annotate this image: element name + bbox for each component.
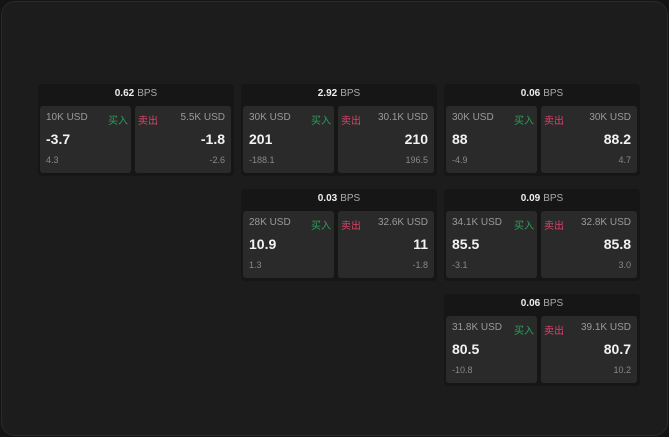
sell-label: 卖出	[544, 326, 564, 337]
bid-size: 31.8K USD	[452, 322, 503, 333]
price-tile: 0.09 BPS 34.1K USD 买入 85.5 -3.1 卖出 32.8K …	[444, 189, 640, 281]
sell-button[interactable]: 卖出 32.8K USD 85.8 3.0	[541, 211, 637, 278]
bid-price: 201	[249, 131, 273, 147]
spread-unit: BPS	[137, 88, 158, 99]
ask-change: -1.8	[412, 260, 428, 270]
spread-value: 2.92	[317, 88, 338, 99]
buy-label: 买入	[514, 326, 534, 337]
bid-change: -3.1	[452, 260, 468, 270]
sell-button[interactable]: 卖出 30.1K USD 210 196.5	[338, 106, 434, 173]
bid-size: 28K USD	[249, 217, 291, 228]
sell-button[interactable]: 卖出 30K USD 88.2 4.7	[541, 106, 637, 173]
bid-size: 30K USD	[249, 112, 291, 123]
spread-value: 0.62	[114, 88, 135, 99]
buy-label: 买入	[311, 116, 331, 127]
bid-change: -4.9	[452, 155, 468, 165]
price-tile: 0.62 BPS 10K USD 买入 -3.7 4.3 卖出 5.5K USD …	[38, 84, 234, 176]
spread-header: 0.06 BPS	[444, 84, 640, 104]
buy-label: 买入	[311, 221, 331, 232]
spread-unit: BPS	[543, 298, 564, 309]
bid-price: -3.7	[46, 131, 71, 147]
spread-unit: BPS	[543, 193, 564, 204]
buy-button[interactable]: 10K USD 买入 -3.7 4.3	[40, 106, 131, 173]
sell-label: 卖出	[341, 116, 361, 127]
price-tile: 0.06 BPS 31.8K USD 买入 80.5 -10.8 卖出 39.1K…	[444, 294, 640, 386]
ask-price: 85.8	[603, 236, 631, 252]
buy-button[interactable]: 30K USD 买入 88 -4.9	[446, 106, 537, 173]
ask-price: 210	[404, 131, 428, 147]
sell-label: 卖出	[544, 221, 564, 232]
buy-button[interactable]: 28K USD 买入 10.9 1.3	[243, 211, 334, 278]
sell-label: 卖出	[138, 116, 158, 127]
ask-price: 80.7	[603, 341, 631, 357]
spread-header: 0.03 BPS	[241, 189, 437, 209]
ask-size: 32.6K USD	[377, 217, 428, 228]
ask-change: -2.6	[209, 155, 225, 165]
ask-price: -1.8	[200, 131, 225, 147]
spread-header: 0.62 BPS	[38, 84, 234, 104]
bid-size: 34.1K USD	[452, 217, 503, 228]
spread-header: 0.06 BPS	[444, 294, 640, 314]
buy-label: 买入	[514, 221, 534, 232]
spread-value: 0.03	[317, 193, 338, 204]
buy-button[interactable]: 30K USD 买入 201 -188.1	[243, 106, 334, 173]
bid-price: 10.9	[249, 236, 277, 252]
bid-change: 4.3	[46, 155, 59, 165]
sell-label: 卖出	[544, 116, 564, 127]
buy-button[interactable]: 34.1K USD 买入 85.5 -3.1	[446, 211, 537, 278]
ask-size: 5.5K USD	[180, 112, 225, 123]
buy-label: 买入	[108, 116, 128, 127]
spread-header: 2.92 BPS	[241, 84, 437, 104]
bid-size: 30K USD	[452, 112, 494, 123]
ask-price: 11	[413, 236, 428, 252]
spread-unit: BPS	[340, 88, 361, 99]
sell-label: 卖出	[341, 221, 361, 232]
spread-unit: BPS	[543, 88, 564, 99]
price-tile: 0.06 BPS 30K USD 买入 88 -4.9 卖出 30K USD 88…	[444, 84, 640, 176]
buy-button[interactable]: 31.8K USD 买入 80.5 -10.8	[446, 316, 537, 383]
sell-button[interactable]: 卖出 39.1K USD 80.7 10.2	[541, 316, 637, 383]
bid-change: -10.8	[452, 365, 473, 375]
price-tile: 2.92 BPS 30K USD 买入 201 -188.1 卖出 30.1K U…	[241, 84, 437, 176]
ask-price: 88.2	[603, 131, 631, 147]
spread-header: 0.09 BPS	[444, 189, 640, 209]
bid-change: 1.3	[249, 260, 262, 270]
buy-label: 买入	[514, 116, 534, 127]
spread-value: 0.06	[520, 298, 541, 309]
sell-button[interactable]: 卖出 32.6K USD 11 -1.8	[338, 211, 434, 278]
spread-value: 0.09	[520, 193, 541, 204]
bid-price: 85.5	[452, 236, 480, 252]
ask-size: 32.8K USD	[580, 217, 631, 228]
ask-change: 196.5	[405, 155, 428, 165]
sell-button[interactable]: 卖出 5.5K USD -1.8 -2.6	[135, 106, 231, 173]
ask-change: 10.2	[613, 365, 631, 375]
ask-change: 4.7	[618, 155, 631, 165]
bid-price: 88	[452, 131, 468, 147]
ask-size: 30.1K USD	[377, 112, 428, 123]
bid-size: 10K USD	[46, 112, 88, 123]
bid-change: -188.1	[249, 155, 275, 165]
ask-change: 3.0	[618, 260, 631, 270]
spread-value: 0.06	[520, 88, 541, 99]
ask-size: 30K USD	[589, 112, 631, 123]
price-tile: 0.03 BPS 28K USD 买入 10.9 1.3 卖出 32.6K USD…	[241, 189, 437, 281]
bid-price: 80.5	[452, 341, 480, 357]
spread-unit: BPS	[340, 193, 361, 204]
ask-size: 39.1K USD	[580, 322, 631, 333]
